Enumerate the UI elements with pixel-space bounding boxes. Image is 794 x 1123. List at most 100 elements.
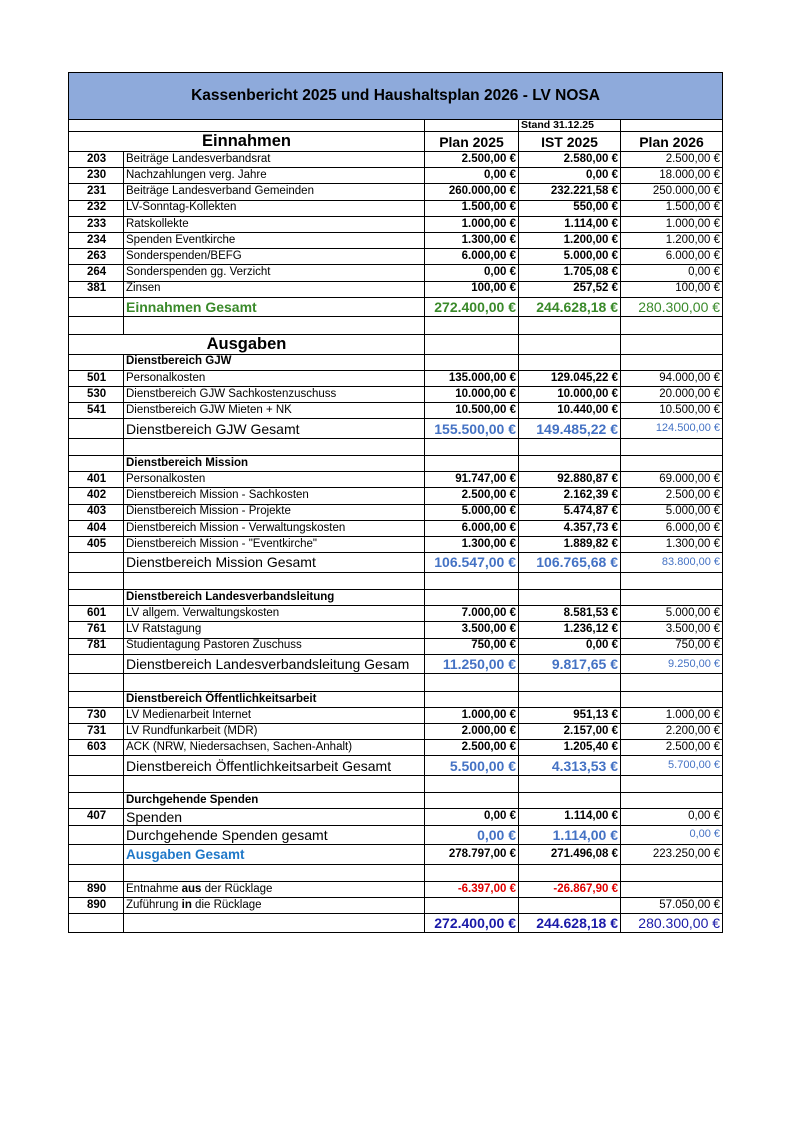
ist-2025: 951,13 € xyxy=(518,706,621,724)
plan-2026 xyxy=(619,316,724,335)
code: 890 xyxy=(68,880,124,899)
plan-2025: 0,00 € xyxy=(424,808,519,826)
row: 541 Dienstbereich GJW Mieten + NK 10.500,0… xyxy=(68,402,724,420)
label: Dienstbereich GJW Gesamt xyxy=(123,418,425,439)
code xyxy=(68,824,124,845)
plan-2026: 3.500,00 € xyxy=(619,621,724,639)
plan-2026: Plan 2026 xyxy=(619,131,724,152)
plan-2025: 1.300,00 € xyxy=(424,231,519,250)
label: Dienstbereich Öffentlichkeitsarbeit Gesa… xyxy=(123,755,425,776)
ist-2025 xyxy=(518,353,621,371)
plan-2026: 2.200,00 € xyxy=(619,722,724,741)
code: 501 xyxy=(68,369,124,387)
ist-2025: 10.440,00 € xyxy=(518,402,621,420)
plan-2025: 3.500,00 € xyxy=(424,621,519,639)
plan-2026: 223.250,00 € xyxy=(619,844,724,865)
label xyxy=(123,774,425,794)
label: Dienstbereich Landesverbandsleitung Gesa… xyxy=(123,653,425,675)
plan-2025: 10.000,00 € xyxy=(424,385,519,404)
plan-2026 xyxy=(619,119,724,132)
code: 603 xyxy=(68,739,124,757)
plan-2025: 0,00 € xyxy=(424,824,519,845)
label: Einnahmen xyxy=(68,131,425,152)
plan-2026: 10.500,00 € xyxy=(619,402,724,420)
row xyxy=(68,774,724,794)
plan-2025: 1.000,00 € xyxy=(424,215,519,233)
ist-2025: 1.114,00 € xyxy=(518,824,621,845)
code: 405 xyxy=(68,535,124,554)
code: 401 xyxy=(68,471,124,489)
plan-2025: 5.500,00 € xyxy=(424,755,519,776)
plan-2026 xyxy=(619,792,724,810)
row: 272.400,00 €244.628,18 €280.300,00 € xyxy=(68,913,724,934)
code: 761 xyxy=(68,621,124,639)
ist-2025: Stand 31.12.25 xyxy=(518,119,621,132)
row: 761 LV Ratstagung 3.500,00 €1.236,12 €3.50… xyxy=(68,621,724,639)
label: LV Ratstagung xyxy=(123,621,425,639)
row: Dienstbereich Öffentlichkeitsarbeit Gesa… xyxy=(68,755,724,776)
ist-2025: 232.221,58 € xyxy=(518,183,621,201)
title: Kassenbericht 2025 und Haushaltsplan 202… xyxy=(67,72,724,120)
code: 530 xyxy=(68,385,124,404)
ist-2025 xyxy=(518,333,621,355)
label: LV Medienarbeit Internet xyxy=(123,706,425,724)
label: Durchgehende Spenden xyxy=(123,792,425,810)
label: Dienstbereich Mission Gesamt xyxy=(123,552,425,573)
ist-2025: 2.157,00 € xyxy=(518,722,621,741)
code: 890 xyxy=(68,897,124,915)
plan-2025 xyxy=(424,897,519,915)
label: LV-Sonntag-Kollekten xyxy=(123,199,425,217)
ist-2025: 9.817,65 € xyxy=(518,653,621,675)
plan-2026: 1.200,00 € xyxy=(619,231,724,250)
code: 263 xyxy=(68,248,124,266)
label xyxy=(123,913,425,934)
plan-2025: 6.000,00 € xyxy=(424,248,519,266)
plan-2026 xyxy=(619,333,724,355)
row: 601 LV allgem. Verwaltungskosten 7.000,00 … xyxy=(68,605,724,623)
plan-2025: 0,00 € xyxy=(424,264,519,282)
plan-2026: 94.000,00 € xyxy=(619,369,724,387)
code: 781 xyxy=(68,637,124,655)
plan-2025: 1.500,00 € xyxy=(424,199,519,217)
plan-2025: 278.797,00 € xyxy=(424,844,519,865)
ist-2025: 106.765,68 € xyxy=(518,552,621,573)
ist-2025: 5.474,87 € xyxy=(518,503,621,521)
plan-2026: 2.500,00 € xyxy=(619,739,724,757)
plan-2025: 7.000,00 € xyxy=(424,605,519,623)
ist-2025 xyxy=(518,863,621,882)
label: Spenden Eventkirche xyxy=(123,231,425,250)
label xyxy=(123,571,425,591)
plan-2025 xyxy=(424,316,519,335)
plan-2025: 10.500,00 € xyxy=(424,402,519,420)
plan-2025: 2.500,00 € xyxy=(424,487,519,505)
plan-2026 xyxy=(619,571,724,591)
ist-2025 xyxy=(518,897,621,915)
row: 233 Ratskollekte 1.000,00 €1.114,00 €1.000… xyxy=(68,215,724,233)
code: 730 xyxy=(68,706,124,724)
plan-2026 xyxy=(619,589,724,607)
label: Durchgehende Spenden gesamt xyxy=(123,824,425,845)
code: 230 xyxy=(68,167,124,185)
label: Ausgaben xyxy=(68,333,425,355)
plan-2025 xyxy=(424,690,519,708)
plan-2026 xyxy=(619,880,724,899)
ist-2025: 92.880,87 € xyxy=(518,471,621,489)
ist-2025 xyxy=(518,673,621,692)
ist-2025: 0,00 € xyxy=(518,167,621,185)
ist-2025: 1.205,40 € xyxy=(518,739,621,757)
row: Einnahmen Plan 2025 IST 2025 Plan 2026 xyxy=(68,131,724,152)
plan-2025 xyxy=(424,571,519,591)
ist-2025 xyxy=(518,774,621,794)
row: 407 Spenden 0,00 €1.114,00 €0,00 € xyxy=(68,808,724,826)
ist-2025: 257,52 € xyxy=(518,280,621,298)
ist-2025: 1.114,00 € xyxy=(518,215,621,233)
row: 890 Entnahme aus der Rücklage -6.397,00 € -… xyxy=(68,880,724,899)
plan-2025 xyxy=(424,792,519,810)
ist-2025: 1.705,08 € xyxy=(518,264,621,282)
plan-2025: 11.250,00 € xyxy=(424,653,519,675)
code: 601 xyxy=(68,605,124,623)
plan-2025 xyxy=(424,673,519,692)
plan-2026 xyxy=(619,774,724,794)
label: Personalkosten xyxy=(123,369,425,387)
ist-2025: IST 2025 xyxy=(518,131,621,152)
